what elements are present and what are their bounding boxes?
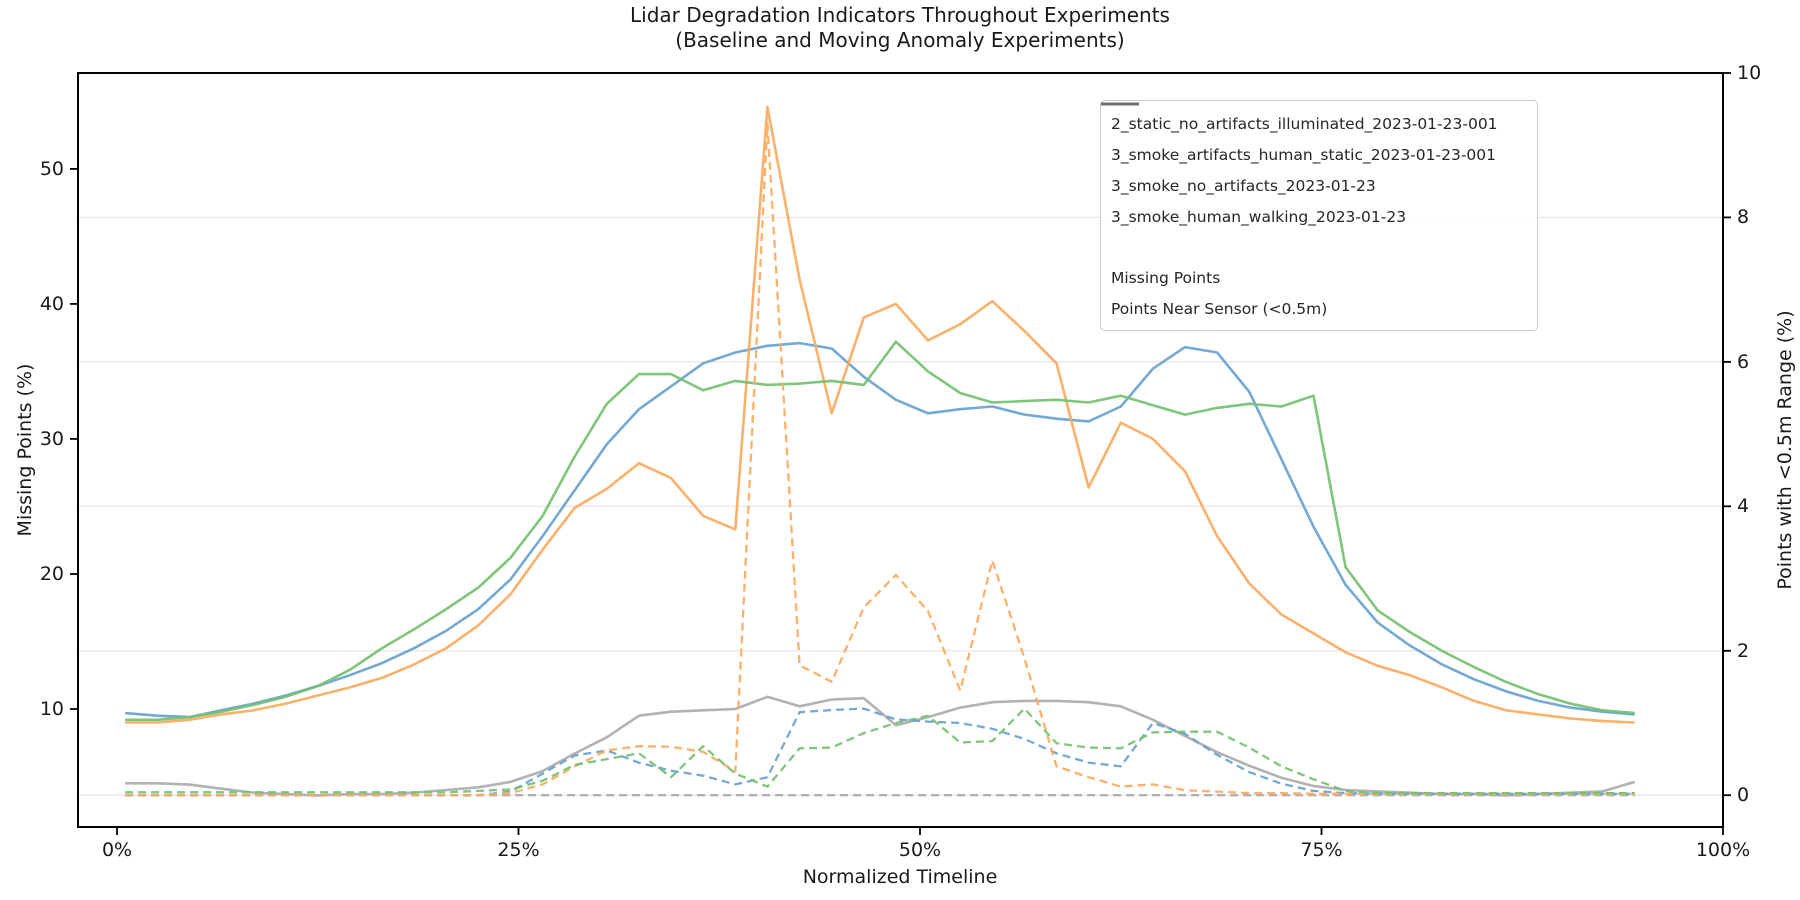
series-line-points-near-sensor-0-5m- [125, 707, 1635, 797]
legend-spacer [1111, 232, 1527, 262]
legend-label: 3_smoke_no_artifacts_2023-01-23 [1111, 176, 1376, 195]
series-line-missing-points [125, 105, 1635, 724]
y-left-tick-label: 50 [39, 157, 64, 180]
chart-title-line1: Lidar Degradation Indicators Throughout … [630, 3, 1170, 27]
y-left-tick-label: 40 [39, 292, 64, 315]
y-left-tick-label: 10 [39, 697, 64, 720]
series-line-points-near-sensor-0-5m- [125, 122, 1635, 797]
y-right-tick-label: 10 [1737, 62, 1762, 84]
legend-entry: Missing Points [1101, 102, 1527, 293]
legend-label: Missing Points [1111, 268, 1221, 287]
y-left-tick-label: 20 [39, 562, 64, 585]
legend: 2_static_no_artifacts_illuminated_2023-0… [1100, 100, 1538, 331]
series-line-missing-points [125, 695, 1636, 797]
legend-entry: 3_smoke_no_artifacts_2023-01-23 [1101, 102, 1527, 201]
series-line-missing-points [124, 341, 1635, 719]
series-line-missing-points [125, 340, 1635, 722]
legend-label: 3_smoke_human_walking_2023-01-23 [1111, 207, 1407, 226]
x-tick-label: 25% [497, 839, 540, 861]
x-tick-label: 100% [1695, 839, 1751, 861]
y-right-tick-label: 0 [1737, 784, 1750, 807]
x-tick-label: 0% [101, 839, 133, 861]
y-right-tick-label: 2 [1737, 639, 1750, 662]
y-right-tick-label: 6 [1737, 350, 1750, 373]
legend-label: 2_static_no_artifacts_illuminated_2023-0… [1111, 114, 1498, 133]
y-right-tick-label: 8 [1737, 206, 1750, 229]
legend-entry: Points Near Sensor (<0.5m) [1101, 102, 1527, 324]
legend-entry: 3_smoke_human_walking_2023-01-23 [1101, 102, 1527, 232]
legend-entry: 2_static_no_artifacts_illuminated_2023-0… [1101, 102, 1527, 139]
chart-title-line2: (Baseline and Moving Anomaly Experiments… [675, 28, 1125, 52]
x-tick-label: 50% [898, 839, 942, 861]
y-left-axis-label: Missing Points (%) [14, 363, 36, 537]
legend-swatch-line [1101, 102, 1139, 106]
y-left-tick-label: 30 [39, 427, 64, 450]
y-right-tick-label: 4 [1737, 495, 1750, 518]
series-line-points-near-sensor-0-5m- [125, 707, 1635, 795]
legend-label: 3_smoke_artifacts_human_static_2023-01-2… [1111, 145, 1496, 164]
x-axis-label: Normalized Timeline [802, 866, 998, 888]
plot-border [77, 72, 1724, 828]
chart-title: Lidar Degradation Indicators Throughout … [0, 3, 1800, 53]
legend-entry: 3_smoke_artifacts_human_static_2023-01-2… [1101, 102, 1527, 170]
legend-label: Points Near Sensor (<0.5m) [1111, 299, 1328, 318]
x-tick-label: 75% [1300, 839, 1343, 861]
